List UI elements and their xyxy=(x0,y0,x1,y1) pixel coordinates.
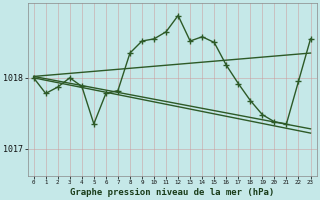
X-axis label: Graphe pression niveau de la mer (hPa): Graphe pression niveau de la mer (hPa) xyxy=(70,188,274,197)
